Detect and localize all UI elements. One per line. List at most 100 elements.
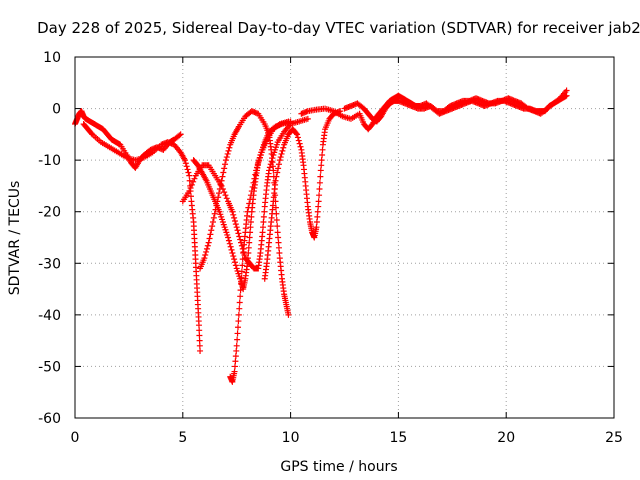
data-point (203, 245, 210, 252)
data-point (233, 347, 240, 354)
data-point (231, 368, 238, 375)
data-point (231, 363, 238, 370)
data-point (196, 332, 203, 339)
data-point (232, 221, 239, 228)
data-point (249, 183, 256, 190)
data-point (274, 229, 281, 236)
data-point (274, 169, 281, 176)
y-tick-label: -40 (38, 308, 61, 324)
data-point (247, 224, 254, 231)
data-point (196, 327, 203, 334)
data-point (313, 224, 320, 231)
data-point (563, 87, 570, 94)
data-point (209, 219, 216, 226)
y-tick-label: -10 (38, 153, 61, 169)
data-point (319, 151, 326, 158)
data-point (272, 204, 279, 211)
data-point (229, 208, 236, 215)
data-point (270, 167, 277, 174)
data-point (236, 299, 243, 306)
data-point (244, 255, 251, 262)
data-point (319, 146, 326, 153)
data-point (216, 186, 223, 193)
data-point (185, 169, 192, 176)
data-point (237, 236, 244, 243)
data-point (295, 137, 302, 144)
data-point (230, 211, 237, 218)
data-point (228, 246, 235, 253)
data-point (214, 198, 221, 205)
data-point (209, 223, 216, 230)
data-point (315, 203, 322, 210)
data-point (234, 336, 241, 343)
data-point (176, 132, 183, 139)
data-point (247, 196, 254, 203)
y-tick-label: 10 (43, 50, 61, 66)
data-point (238, 274, 245, 281)
data-point (202, 252, 209, 259)
data-point (252, 171, 259, 178)
data-point (246, 234, 253, 241)
data-point (287, 118, 294, 125)
data-point (260, 224, 267, 231)
data-point (231, 214, 238, 221)
data-point (304, 115, 311, 122)
data-point (318, 157, 325, 164)
data-point (259, 229, 266, 236)
data-point (188, 181, 195, 188)
y-tick-label: -20 (38, 205, 61, 221)
data-point (237, 293, 244, 300)
data-point (225, 237, 232, 244)
data-point (280, 144, 287, 151)
data-point (238, 268, 245, 275)
data-point (234, 324, 241, 331)
data-point (219, 173, 226, 180)
data-point (317, 173, 324, 180)
data-point (187, 184, 194, 191)
data-point (223, 195, 230, 202)
data-point (206, 235, 213, 242)
data-point (231, 259, 238, 266)
data-point (238, 280, 245, 287)
data-point (246, 200, 253, 207)
x-tick-label: 0 (71, 430, 80, 446)
data-point (244, 260, 251, 267)
data-point (294, 131, 301, 138)
data-point (212, 206, 219, 213)
data-point (294, 134, 301, 141)
data-point (218, 177, 225, 184)
data-point (297, 143, 304, 150)
data-point (316, 186, 323, 193)
data-point (278, 150, 285, 157)
chart-title: Day 228 of 2025, Sidereal Day-to-day VTE… (37, 19, 640, 37)
data-point (253, 167, 260, 174)
data-point (235, 318, 242, 325)
y-tick-label: -30 (38, 256, 61, 272)
data-point (216, 190, 223, 197)
data-point (203, 248, 210, 255)
series-satellite-tracks (72, 108, 184, 171)
x-axis-label: GPS time / hours (280, 459, 397, 475)
data-point (248, 188, 255, 195)
data-point (201, 255, 208, 262)
data-point (246, 239, 253, 246)
data-point (191, 175, 198, 182)
data-point (285, 311, 292, 318)
data-point (247, 192, 254, 199)
data-point (260, 213, 267, 220)
series-track-e (227, 118, 294, 385)
series-track-g (298, 92, 570, 133)
data-point (250, 179, 257, 186)
data-point (213, 202, 220, 209)
data-point (227, 243, 234, 250)
data-point (235, 230, 242, 237)
data-point (245, 204, 252, 211)
data-point (275, 165, 282, 172)
data-point (217, 181, 224, 188)
data-point (296, 140, 303, 147)
data-point (275, 161, 282, 168)
data-point (275, 239, 282, 246)
data-point (245, 249, 252, 256)
